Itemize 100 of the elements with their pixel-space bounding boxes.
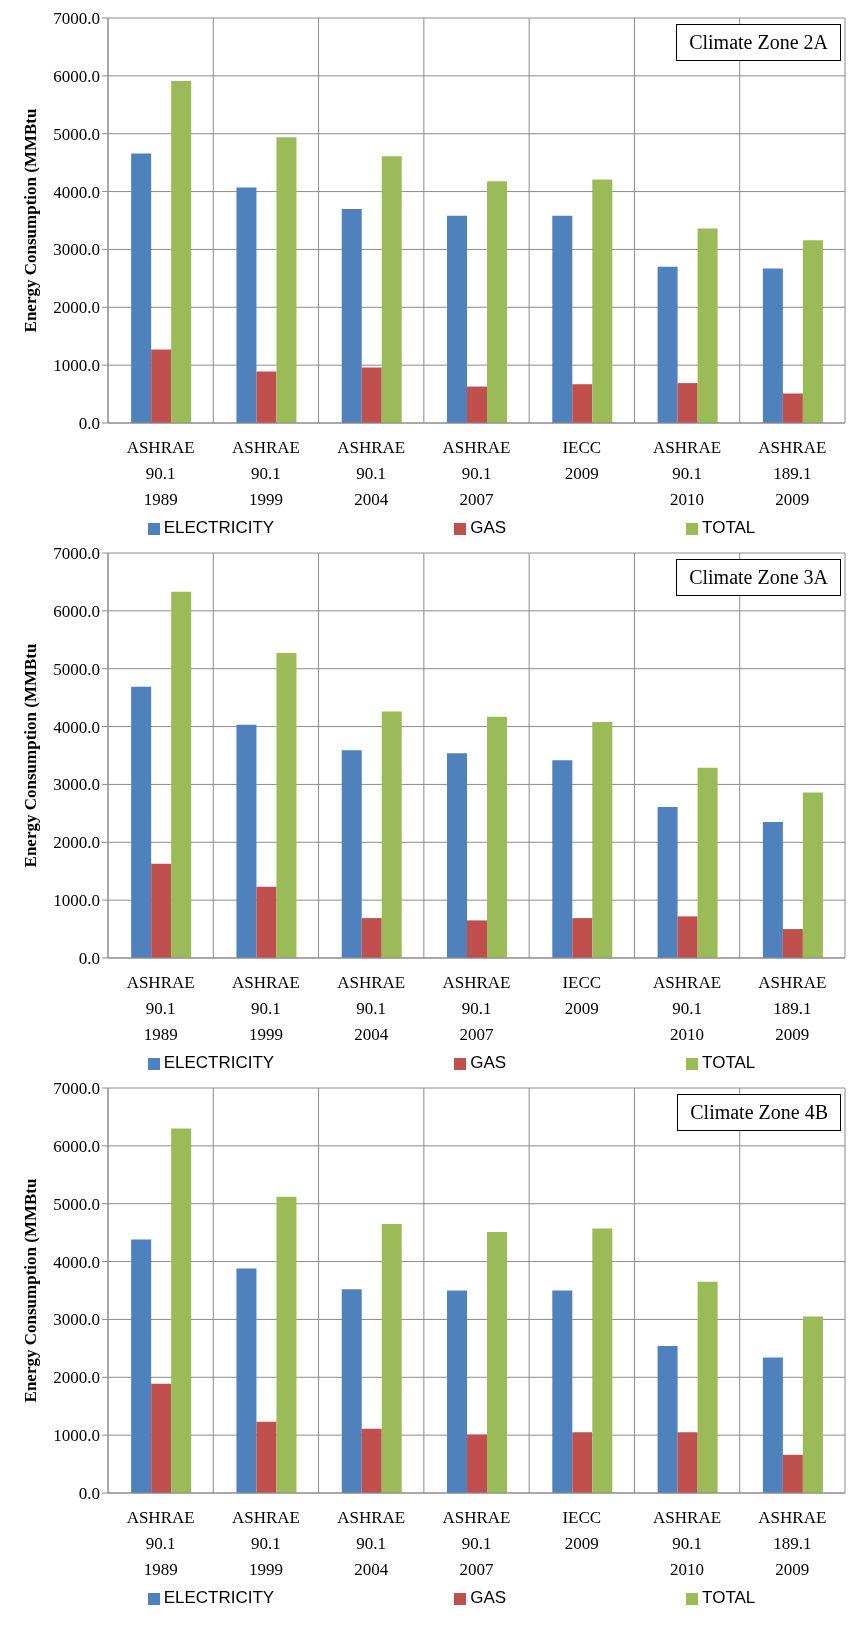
bar xyxy=(802,792,823,958)
bar xyxy=(782,1454,803,1493)
bar xyxy=(762,822,783,958)
bar xyxy=(151,1383,172,1493)
bar xyxy=(677,916,698,958)
legend-label: ELECTRICITY xyxy=(163,1588,275,1607)
bar xyxy=(657,806,678,958)
bar xyxy=(151,349,172,423)
y-tick-label: 1000.0 xyxy=(53,356,100,376)
bar xyxy=(236,1268,257,1493)
y-tick-label: 3000.0 xyxy=(53,775,100,795)
bar xyxy=(361,367,382,423)
bar xyxy=(782,393,803,423)
bar xyxy=(487,181,508,423)
bar xyxy=(552,1290,573,1493)
bar xyxy=(697,1281,718,1493)
bar xyxy=(802,240,823,423)
bar xyxy=(697,767,718,958)
bar xyxy=(552,760,573,958)
x-tick-label: ASHRAE 90.1 1999 xyxy=(231,438,300,509)
x-tick-label: ASHRAE 90.1 2007 xyxy=(442,973,511,1044)
bar xyxy=(131,686,152,958)
bar xyxy=(256,371,277,423)
x-tick-label: ASHRAE 90.1 2010 xyxy=(653,438,722,509)
bar xyxy=(467,920,488,958)
y-tick-label: 7000.0 xyxy=(53,544,100,564)
bar xyxy=(802,1316,823,1493)
x-tick-label: ASHRAE 90.1 2007 xyxy=(442,1508,511,1579)
x-tick-label: ASHRAE 90.1 1989 xyxy=(126,973,195,1044)
y-axis-title: Energy Consumption (MMBtu xyxy=(21,108,41,333)
bar xyxy=(131,1239,152,1493)
y-tick-label: 2000.0 xyxy=(53,1368,100,1388)
text: Climate Zone 2A xyxy=(676,24,841,61)
bar xyxy=(151,863,172,958)
bar xyxy=(762,1357,783,1493)
x-tick-label: ASHRAE 90.1 2007 xyxy=(442,438,511,509)
bar xyxy=(171,1128,192,1493)
bar xyxy=(276,1196,297,1493)
bar xyxy=(762,268,783,423)
x-tick-label: ASHRAE 90.1 1999 xyxy=(231,973,300,1044)
y-tick-label: 1000.0 xyxy=(53,1426,100,1446)
bar xyxy=(657,266,678,423)
x-tick-label: ASHRAE 189.1 2009 xyxy=(758,1508,827,1579)
bar xyxy=(552,215,573,423)
legend-label: TOTAL xyxy=(702,1588,756,1607)
x-tick-label: ASHRAE 90.1 2004 xyxy=(337,973,406,1044)
bar xyxy=(447,1290,468,1493)
y-tick-label: 1000.0 xyxy=(53,891,100,911)
y-tick-label: 6000.0 xyxy=(53,66,100,86)
bar xyxy=(276,137,297,423)
legend-label: ELECTRICITY xyxy=(163,518,275,537)
x-tick-label: ASHRAE 90.1 1989 xyxy=(126,1508,195,1579)
bar xyxy=(236,187,257,423)
bar xyxy=(677,383,698,423)
bar xyxy=(572,1432,593,1493)
bar xyxy=(447,215,468,423)
x-tick-label: ASHRAE 90.1 1999 xyxy=(231,1508,300,1579)
legend-label: TOTAL xyxy=(702,1053,756,1072)
bar xyxy=(381,711,402,958)
bar xyxy=(572,384,593,423)
y-axis-title: Energy Consumption (MMBtu xyxy=(21,1178,41,1403)
y-tick-label: 3000.0 xyxy=(53,240,100,260)
y-tick-label: 4000.0 xyxy=(53,182,100,202)
y-tick-label: 7000.0 xyxy=(53,9,100,29)
x-tick-label: ASHRAE 90.1 2010 xyxy=(653,1508,722,1579)
legend-label: GAS xyxy=(470,1588,507,1607)
bar xyxy=(256,886,277,958)
bar xyxy=(592,179,613,423)
bar xyxy=(572,918,593,958)
bar xyxy=(361,1428,382,1493)
bar xyxy=(447,753,468,958)
y-tick-label: 5000.0 xyxy=(53,124,100,144)
y-tick-label: 6000.0 xyxy=(53,1136,100,1156)
bar xyxy=(381,1223,402,1493)
y-tick-label: 7000.0 xyxy=(53,1079,100,1099)
bar xyxy=(256,1421,277,1493)
bar xyxy=(171,81,192,423)
bar xyxy=(131,153,152,423)
x-tick-label: IECC 2009 xyxy=(562,973,602,1018)
y-tick-label: 4000.0 xyxy=(53,717,100,737)
y-tick-label: 3000.0 xyxy=(53,1310,100,1330)
bar xyxy=(361,918,382,958)
y-tick-label: 0.0 xyxy=(78,1484,100,1504)
bar xyxy=(487,716,508,958)
x-tick-label: ASHRAE 189.1 2009 xyxy=(758,438,827,509)
bar xyxy=(487,1232,508,1493)
bar xyxy=(341,750,362,958)
x-tick-label: ASHRAE 189.1 2009 xyxy=(758,973,827,1044)
bar xyxy=(782,929,803,958)
text: Climate Zone 4B xyxy=(677,1094,841,1131)
legend-label: GAS xyxy=(470,518,507,537)
bar xyxy=(467,386,488,423)
bar xyxy=(341,1289,362,1493)
y-axis-title: Energy Consumption (MMBtu xyxy=(21,643,41,868)
bar xyxy=(657,1346,678,1493)
bar xyxy=(677,1432,698,1493)
y-tick-label: 2000.0 xyxy=(53,298,100,318)
x-tick-label: ASHRAE 90.1 1989 xyxy=(126,438,195,509)
bar xyxy=(341,208,362,423)
y-tick-label: 5000.0 xyxy=(53,659,100,679)
